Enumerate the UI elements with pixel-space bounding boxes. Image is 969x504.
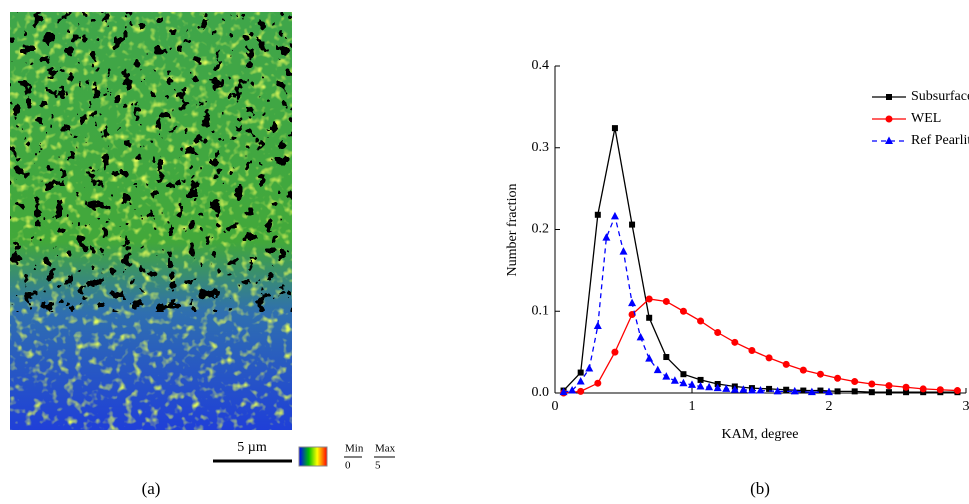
data-point bbox=[576, 377, 585, 385]
data-point bbox=[919, 385, 927, 393]
data-point bbox=[679, 307, 687, 315]
data-point bbox=[825, 387, 833, 396]
data-point bbox=[807, 387, 816, 396]
colorbar-max-value: 5 bbox=[375, 460, 381, 472]
data-point bbox=[594, 211, 601, 218]
data-point bbox=[619, 247, 628, 255]
y-tick-label: 0.2 bbox=[532, 222, 550, 237]
legend-marker bbox=[885, 115, 893, 123]
data-point bbox=[782, 360, 790, 368]
data-point bbox=[748, 346, 756, 354]
data-point bbox=[680, 371, 687, 378]
data-point bbox=[834, 374, 842, 382]
data-point bbox=[739, 385, 748, 393]
data-point bbox=[903, 389, 910, 396]
data-point bbox=[790, 386, 799, 395]
data-point bbox=[756, 386, 765, 394]
data-point bbox=[868, 389, 875, 396]
data-point bbox=[670, 376, 679, 384]
data-point bbox=[705, 382, 714, 391]
data-point bbox=[646, 314, 653, 321]
data-point bbox=[662, 297, 670, 305]
y-tick-label: 0.3 bbox=[532, 140, 550, 155]
data-point bbox=[679, 378, 688, 387]
x-tick-label: 1 bbox=[689, 399, 696, 414]
legend-marker bbox=[886, 94, 892, 100]
data-point bbox=[765, 354, 773, 362]
colorbar bbox=[298, 446, 328, 467]
legend-label: Ref Pearlite bbox=[911, 133, 969, 148]
data-point bbox=[885, 382, 893, 390]
data-point bbox=[559, 387, 568, 396]
data-point bbox=[868, 380, 876, 388]
data-point bbox=[577, 387, 585, 395]
y-axis-label: Number fraction bbox=[505, 184, 520, 277]
colorbar-max-label: Max bbox=[375, 443, 396, 455]
legend-label: WEL bbox=[911, 111, 941, 126]
data-point bbox=[766, 385, 773, 392]
data-point bbox=[594, 379, 602, 387]
data-point bbox=[696, 381, 705, 390]
x-axis-label: KAM, degree bbox=[722, 427, 799, 442]
data-point bbox=[636, 332, 645, 341]
x-tick-label: 0 bbox=[552, 399, 559, 414]
data-point bbox=[662, 372, 671, 380]
data-point bbox=[663, 354, 670, 361]
data-point bbox=[851, 378, 859, 386]
data-point bbox=[722, 384, 731, 392]
data-point bbox=[645, 295, 653, 303]
data-point bbox=[714, 329, 722, 337]
data-point bbox=[902, 383, 910, 391]
data-point bbox=[851, 388, 858, 395]
kam-map bbox=[10, 12, 292, 430]
data-point bbox=[816, 370, 824, 378]
data-point bbox=[800, 387, 807, 394]
panel-caption: (a) bbox=[142, 479, 161, 498]
data-point bbox=[730, 385, 739, 393]
data-point bbox=[653, 365, 662, 374]
data-point bbox=[953, 387, 961, 395]
data-point bbox=[783, 386, 790, 393]
x-tick-label: 3 bbox=[963, 399, 969, 414]
series-line bbox=[563, 298, 958, 394]
data-point bbox=[611, 348, 619, 356]
data-point bbox=[773, 386, 782, 395]
data-point bbox=[610, 211, 619, 220]
data-point bbox=[568, 386, 577, 394]
y-tick-label: 0.4 bbox=[532, 58, 550, 73]
data-point bbox=[629, 221, 636, 228]
data-point bbox=[611, 125, 618, 132]
y-tick-label: 0.1 bbox=[532, 303, 550, 318]
data-point bbox=[577, 369, 584, 376]
data-point bbox=[713, 383, 722, 392]
data-point bbox=[799, 366, 807, 374]
data-point bbox=[585, 363, 594, 372]
data-point bbox=[747, 386, 756, 394]
series-line bbox=[563, 128, 958, 393]
legend-label: Subsurface Pearlite bbox=[911, 89, 969, 104]
data-point bbox=[731, 338, 739, 346]
scale-label: 5 µm bbox=[237, 440, 267, 455]
panel-caption: (b) bbox=[750, 479, 770, 498]
data-point bbox=[628, 298, 637, 307]
legend-marker bbox=[885, 136, 893, 144]
data-point bbox=[602, 233, 611, 241]
data-point bbox=[697, 376, 704, 383]
data-point bbox=[697, 317, 705, 325]
data-point bbox=[688, 380, 696, 388]
data-point bbox=[936, 386, 944, 394]
y-tick-label: 0.0 bbox=[532, 385, 550, 400]
data-point bbox=[885, 389, 892, 396]
x-tick-label: 2 bbox=[826, 399, 833, 414]
colorbar-min-value: 0 bbox=[345, 460, 351, 472]
colorbar-min-label: Min bbox=[345, 443, 364, 455]
data-point bbox=[593, 321, 602, 329]
data-point bbox=[645, 354, 654, 362]
data-point bbox=[834, 388, 841, 395]
data-point bbox=[817, 387, 824, 394]
